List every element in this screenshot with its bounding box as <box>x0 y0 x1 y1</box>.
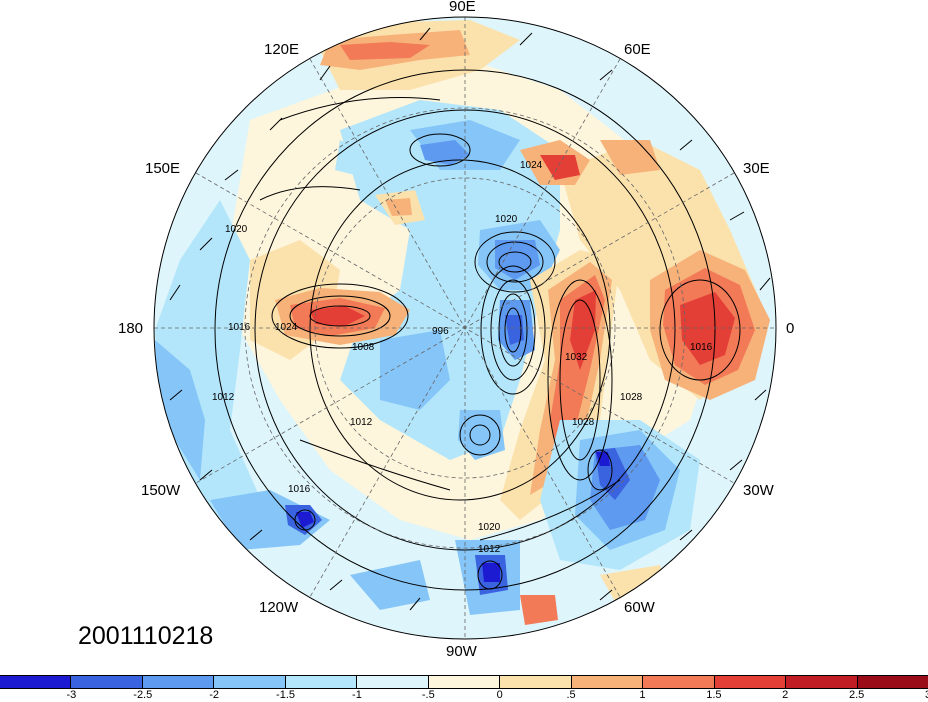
colorbar-segment <box>428 676 501 688</box>
graticule <box>154 17 776 639</box>
isobar-label: 1012 <box>350 417 373 428</box>
anomaly-region <box>350 560 430 610</box>
isobar-label: 1016 <box>228 322 251 333</box>
isobar-label: 1024 <box>520 160 543 171</box>
lon-label-180: 180 <box>118 320 144 337</box>
isobar-label: 1012 <box>212 392 235 403</box>
colorbar-segment <box>857 676 928 688</box>
anomaly-region <box>458 410 505 460</box>
lon-label-150e: 150E <box>145 160 181 177</box>
colorbar-tick-label: -.5 <box>421 689 435 701</box>
lon-label-0: 0 <box>786 320 795 337</box>
isobar-label-group: 1012 1016 1020 1024 1028 1032 1008 996 1… <box>212 160 713 555</box>
anomaly-region <box>482 563 500 582</box>
isobar-label: 1024 <box>275 322 298 333</box>
colorbar-segment <box>643 676 715 688</box>
colorbar-tick-label: -3 <box>66 689 77 701</box>
lon-label-30e: 30E <box>743 160 770 177</box>
colorbar-tick-label: 2 <box>782 689 789 701</box>
lon-label-120w: 120W <box>259 599 299 616</box>
isobar-label: 996 <box>432 326 449 337</box>
isobar-label: 1016 <box>288 484 311 495</box>
lon-label-90e: 90E <box>449 0 476 15</box>
anomaly-region <box>335 140 360 175</box>
lon-label-60e: 60E <box>624 41 651 58</box>
map-boundary <box>153 16 777 640</box>
isobar-label: 1008 <box>352 342 375 353</box>
colorbar <box>0 675 928 689</box>
anomaly-region <box>520 595 558 625</box>
isobar-label: 1020 <box>478 522 501 533</box>
colorbar-tick-label: 3 <box>925 689 928 701</box>
isobar-label: 1028 <box>572 417 595 428</box>
colorbar-segment <box>142 676 215 688</box>
anomaly-region <box>310 306 365 326</box>
anomaly-region <box>296 512 314 528</box>
colorbar-segment <box>714 676 787 688</box>
colorbar-segment <box>571 676 644 688</box>
isobar-label: 1020 <box>495 214 518 225</box>
polar-stereographic-map: 1012 1016 1020 1024 1028 1032 1008 996 1… <box>153 16 777 640</box>
lon-label-150w: 150W <box>141 482 181 499</box>
anomaly-region <box>540 155 580 180</box>
anomaly-region <box>155 340 205 480</box>
colorbar-segment <box>0 676 72 688</box>
colorbar-tick-label: -1 <box>352 689 362 701</box>
anomaly-region <box>600 140 660 175</box>
lon-label-120e: 120E <box>264 41 300 58</box>
anomaly-region <box>505 315 524 345</box>
anomaly-region <box>596 452 610 466</box>
colorbar-segment <box>71 676 143 688</box>
anomaly-region <box>380 330 450 410</box>
isobar-label: 1020 <box>225 224 248 235</box>
colorbar-tick-label: 1 <box>639 689 646 701</box>
anomaly-region <box>420 140 470 165</box>
colorbar-tick-label: -2 <box>209 689 220 701</box>
anomaly-region <box>385 198 412 216</box>
lon-label-60w: 60W <box>624 599 655 616</box>
isobar-label: 1016 <box>690 342 713 353</box>
colorbar-segment <box>357 676 429 688</box>
colorbar-segment <box>214 676 286 688</box>
colorbar-tick-label: -2.5 <box>133 689 153 701</box>
isobar-label: 1028 <box>620 392 643 403</box>
colorbar-tick-label: 1.5 <box>706 689 722 701</box>
wind-barbs <box>169 27 771 611</box>
colorbar-segment <box>500 676 572 688</box>
colorbar-tick-label: 0 <box>496 689 503 701</box>
colorbar-labels: -3 -2.5 -2 -1.5 -1 -.5 0 .5 1 1.5 2 2.5 3 <box>0 689 928 702</box>
timestamp-label: 2001110218 <box>78 622 214 650</box>
anomaly-region <box>340 42 430 60</box>
colorbar-tick-label: 2.5 <box>848 689 865 701</box>
anomaly-region <box>155 200 270 540</box>
colorbar-tick-label: -1.5 <box>276 689 296 701</box>
colorbar-segment <box>786 676 858 688</box>
isobar-label: 1032 <box>565 352 588 363</box>
anomaly-region <box>680 292 735 365</box>
lon-label-30w: 30W <box>743 482 774 499</box>
colorbar-tick-label: .5 <box>566 689 576 701</box>
isobar-label: 1012 <box>478 544 501 555</box>
lon-label-90w: 90W <box>446 643 477 660</box>
colorbar-segment <box>285 676 358 688</box>
